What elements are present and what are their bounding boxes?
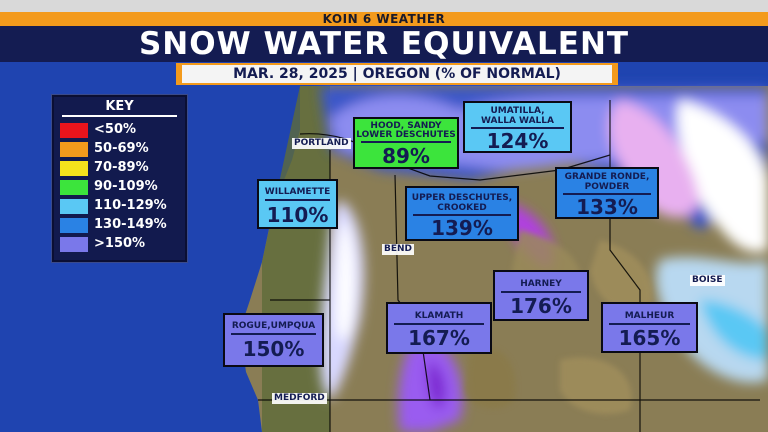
basin-name: GRANDE RONDE, [564, 172, 650, 182]
legend-swatch [60, 218, 88, 233]
title-band [0, 26, 768, 62]
legend: KEY <50% 50-69% 70-89% 90-109% 110-129% … [52, 95, 187, 262]
basin-rogue-umpqua: ROGUE,UMPQUA 150% [223, 313, 324, 367]
basin-divider [265, 199, 330, 201]
basin-malheur: MALHEUR 165% [601, 302, 698, 353]
basin-value: 110% [266, 203, 329, 227]
page-title: SNOW WATER EQUIVALENT [138, 26, 630, 62]
legend-label: 90-109% [94, 179, 158, 194]
basin-name: WILLAMETTE [264, 187, 331, 197]
basin-name: HARNEY [520, 279, 562, 289]
legend-label: <50% [94, 122, 137, 137]
basin-value: 89% [382, 144, 430, 168]
basin-divider [609, 323, 690, 325]
basin-divider [563, 193, 651, 195]
legend-swatch [60, 237, 88, 252]
legend-item: 50-69% [60, 140, 182, 158]
basin-name: UMATILLA, [490, 106, 545, 116]
basin-name: ROGUE,UMPQUA [231, 321, 316, 331]
basin-value: 139% [431, 216, 493, 240]
city-label-medford: MEDFORD [272, 393, 327, 404]
basin-grande-ronde: GRANDE RONDE, POWDER 133% [555, 167, 659, 219]
legend-label: 70-89% [94, 160, 149, 175]
basin-name: HOOD, SANDY [370, 121, 442, 131]
basin-divider [471, 127, 564, 129]
city-label-bend: BEND [382, 244, 415, 255]
legend-label: 110-129% [94, 198, 167, 213]
basin-divider [231, 333, 316, 335]
basin-name: WALLA WALLA [481, 116, 554, 126]
legend-item: <50% [60, 121, 182, 139]
basin-value: 176% [510, 294, 572, 318]
basin-klamath: KLAMATH 167% [386, 302, 492, 354]
basin-divider [413, 214, 511, 216]
top-strip [0, 0, 768, 12]
legend-swatch [60, 180, 88, 195]
basin-harney: HARNEY 176% [493, 270, 589, 321]
basin-name: CROOKED [437, 203, 487, 213]
legend-item: 130-149% [60, 216, 182, 234]
city-label-portland: PORTLAND [292, 138, 351, 149]
basin-value: 167% [408, 326, 470, 350]
basin-divider [394, 323, 484, 325]
legend-item: 110-129% [60, 197, 182, 215]
basin-name: KLAMATH [414, 311, 464, 321]
legend-item: 90-109% [60, 178, 182, 196]
basin-upper-deschutes: UPPER DESCHUTES, CROOKED 139% [405, 186, 519, 241]
legend-swatch [60, 199, 88, 214]
basin-hood-sandy: HOOD, SANDY LOWER DESCHUTES 89% [353, 117, 459, 169]
basin-name: POWDER [584, 182, 630, 192]
basin-value: 150% [242, 337, 305, 361]
basin-umatilla: UMATILLA, WALLA WALLA 124% [463, 101, 572, 153]
basin-willamette: WILLAMETTE 110% [257, 179, 338, 229]
legend-item: >150% [60, 235, 182, 253]
legend-swatch [60, 142, 88, 157]
basin-name: LOWER DESCHUTES [356, 130, 456, 140]
basin-divider [361, 141, 451, 143]
legend-swatch [60, 123, 88, 138]
basin-value: 165% [618, 326, 681, 350]
legend-label: >150% [94, 236, 146, 251]
legend-swatch [60, 161, 88, 176]
basin-value: 124% [486, 129, 549, 153]
basin-value: 133% [576, 195, 638, 219]
basin-name: UPPER DESCHUTES, [411, 193, 513, 203]
brand-label: KOIN 6 WEATHER [0, 12, 768, 26]
legend-item: 70-89% [60, 159, 182, 177]
legend-label: 50-69% [94, 141, 149, 156]
legend-title: KEY [62, 99, 177, 117]
subtitle: MAR. 28, 2025 | OREGON (% OF NORMAL) [182, 65, 612, 83]
legend-label: 130-149% [94, 217, 167, 232]
basin-divider [501, 291, 581, 293]
basin-name: MALHEUR [624, 311, 675, 321]
city-label-boise: BOISE [690, 275, 725, 286]
